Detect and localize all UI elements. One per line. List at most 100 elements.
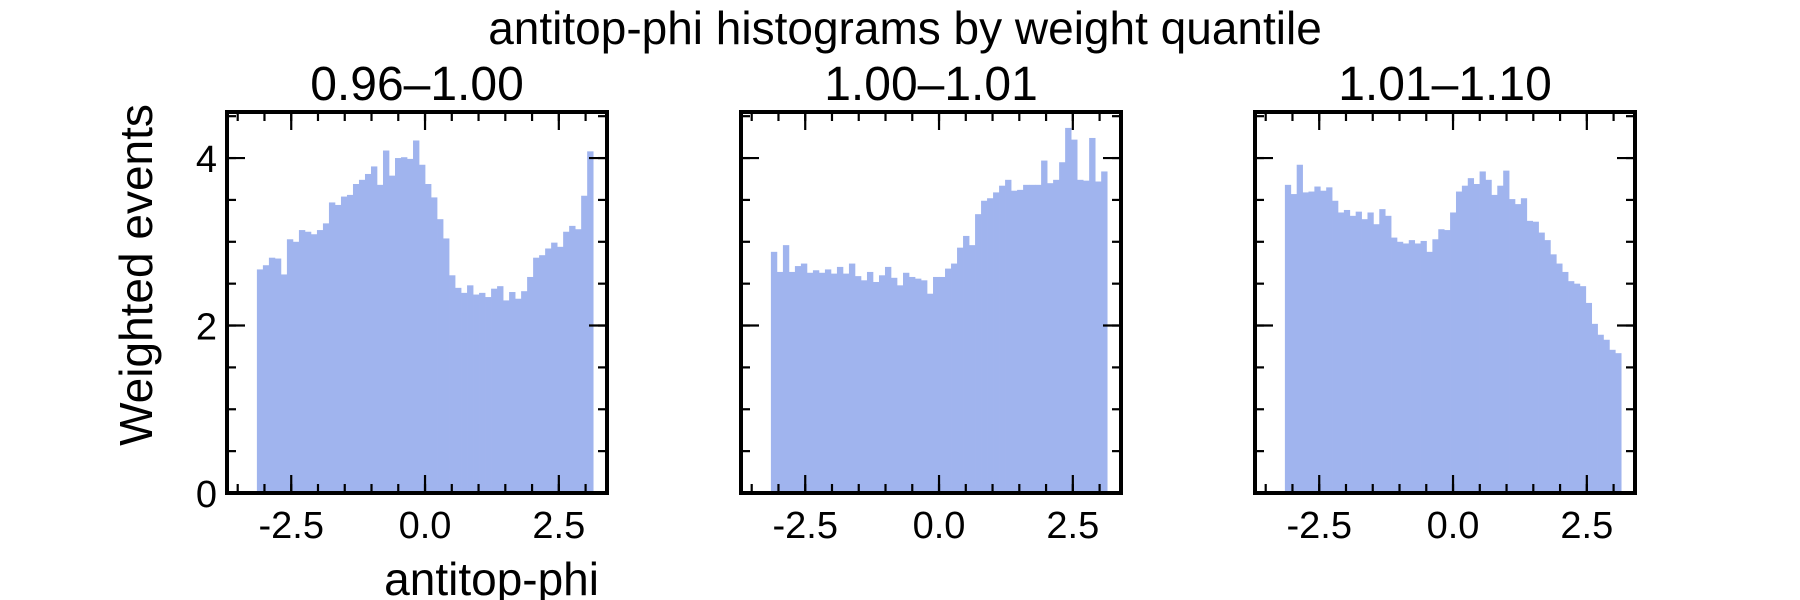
x-tick-label: 2.5 [1046, 505, 1099, 547]
histogram-bar [1420, 240, 1427, 493]
histogram-bar [1284, 184, 1292, 493]
histogram-bar [951, 263, 958, 493]
histogram-bar [1579, 286, 1587, 493]
histogram-bar [945, 268, 952, 493]
histogram-bar [521, 291, 528, 493]
histogram-bar [443, 238, 450, 493]
histogram-bar [515, 298, 522, 493]
histogram-bar [1461, 185, 1469, 493]
histogram-bar [280, 274, 288, 493]
histogram-bar [1017, 189, 1024, 493]
histogram-bar [1497, 185, 1504, 493]
histogram-bar [358, 179, 366, 493]
histogram-bar [1597, 334, 1604, 493]
histogram-bar [1609, 349, 1616, 493]
histogram-bar [890, 277, 898, 493]
histogram-bar [776, 271, 784, 493]
histogram-bar [1385, 215, 1392, 493]
histogram-bar [993, 192, 1000, 493]
histogram-bar [872, 281, 880, 493]
histogram-bar [782, 245, 790, 493]
histogram-bar [425, 184, 432, 493]
histogram-bar [1065, 127, 1072, 493]
histogram-bar [1591, 323, 1598, 493]
histogram-bar [848, 263, 856, 493]
histogram-bar [274, 258, 282, 493]
histogram-bar [1408, 240, 1416, 493]
histogram-bar [509, 292, 516, 493]
histogram-bar [1450, 212, 1457, 494]
histogram-bar [1444, 230, 1451, 493]
histogram-bar [878, 275, 886, 493]
histogram-bar [1532, 221, 1539, 493]
histogram-bar [1455, 191, 1463, 494]
histogram-bar [903, 272, 910, 493]
x-tick-label: -2.5 [1286, 505, 1351, 547]
histogram-bar [975, 214, 982, 493]
histogram-bar [1603, 339, 1610, 493]
histogram-bar [1326, 187, 1333, 494]
histogram-bar [1562, 271, 1569, 493]
histogram-bar [957, 247, 964, 493]
y-tick-label: 4 [196, 139, 217, 181]
histogram-bar [963, 235, 970, 493]
histogram-bar [1550, 254, 1557, 493]
histogram-bar [836, 266, 844, 493]
histogram-bar [927, 293, 934, 493]
histogram-bar [503, 300, 510, 493]
histogram-bar [1379, 209, 1386, 493]
histogram-bar [539, 255, 546, 493]
histogram-bar [563, 231, 570, 494]
histogram-bar [1538, 232, 1545, 493]
histogram-bar [1573, 283, 1581, 493]
histogram-bar [800, 263, 808, 493]
histogram-bar [316, 230, 324, 493]
histogram-bar [1071, 139, 1078, 493]
histogram-bar [1479, 171, 1486, 493]
histogram-bar [981, 200, 988, 493]
histogram-bar [268, 257, 276, 493]
histogram-bar [1332, 200, 1339, 493]
histogram-bar [1029, 184, 1036, 493]
histogram-bar [1414, 243, 1421, 493]
histogram-bar [1615, 353, 1622, 493]
x-tick-label: 2.5 [1560, 505, 1613, 547]
histogram-bar [1337, 212, 1345, 494]
histogram-bar [292, 241, 300, 493]
x-tick-label: -2.5 [772, 505, 837, 547]
histogram-bar [921, 280, 928, 493]
panel-title: 1.01–1.10 [1338, 58, 1552, 111]
histogram-bar [933, 276, 940, 493]
histogram-bar [473, 294, 480, 493]
histogram-bar [1467, 178, 1475, 493]
histogram-bar [818, 272, 826, 493]
x-tick-label: 0.0 [913, 505, 966, 547]
histogram-bar [770, 251, 778, 493]
panels: -2.5 0.0 2.5 0 2 4 0.96–1.00 -2.5 0.0 2.5 1.00–1.0… [196, 58, 1637, 547]
histogram-bar [533, 257, 540, 493]
histogram-bar [1367, 212, 1374, 494]
histogram-bar [1585, 302, 1593, 493]
histogram-bar [340, 196, 348, 493]
histogram-bar [449, 275, 456, 493]
histogram-bar [824, 269, 832, 493]
histogram-bar [310, 234, 318, 493]
histogram-bar [346, 194, 354, 493]
histogram-bar [286, 239, 294, 493]
histogram-bar [479, 292, 486, 493]
histogram-bar [1432, 239, 1439, 493]
x-tick-label: 0.0 [1427, 505, 1480, 547]
histogram-bar [1491, 194, 1498, 493]
histogram-bar [1520, 198, 1528, 493]
histogram-bar [794, 266, 802, 493]
x-tick-label: 0.0 [399, 505, 452, 547]
histogram-bar [1391, 237, 1398, 493]
histogram-bar [497, 286, 504, 493]
histogram-bar [298, 230, 306, 493]
y-tick-label: 2 [196, 307, 217, 349]
histogram-bar [401, 157, 408, 493]
histogram-bar [1077, 179, 1084, 493]
histogram-bar [939, 276, 946, 493]
plot-frame [225, 110, 609, 495]
histogram-bar [1402, 243, 1410, 493]
